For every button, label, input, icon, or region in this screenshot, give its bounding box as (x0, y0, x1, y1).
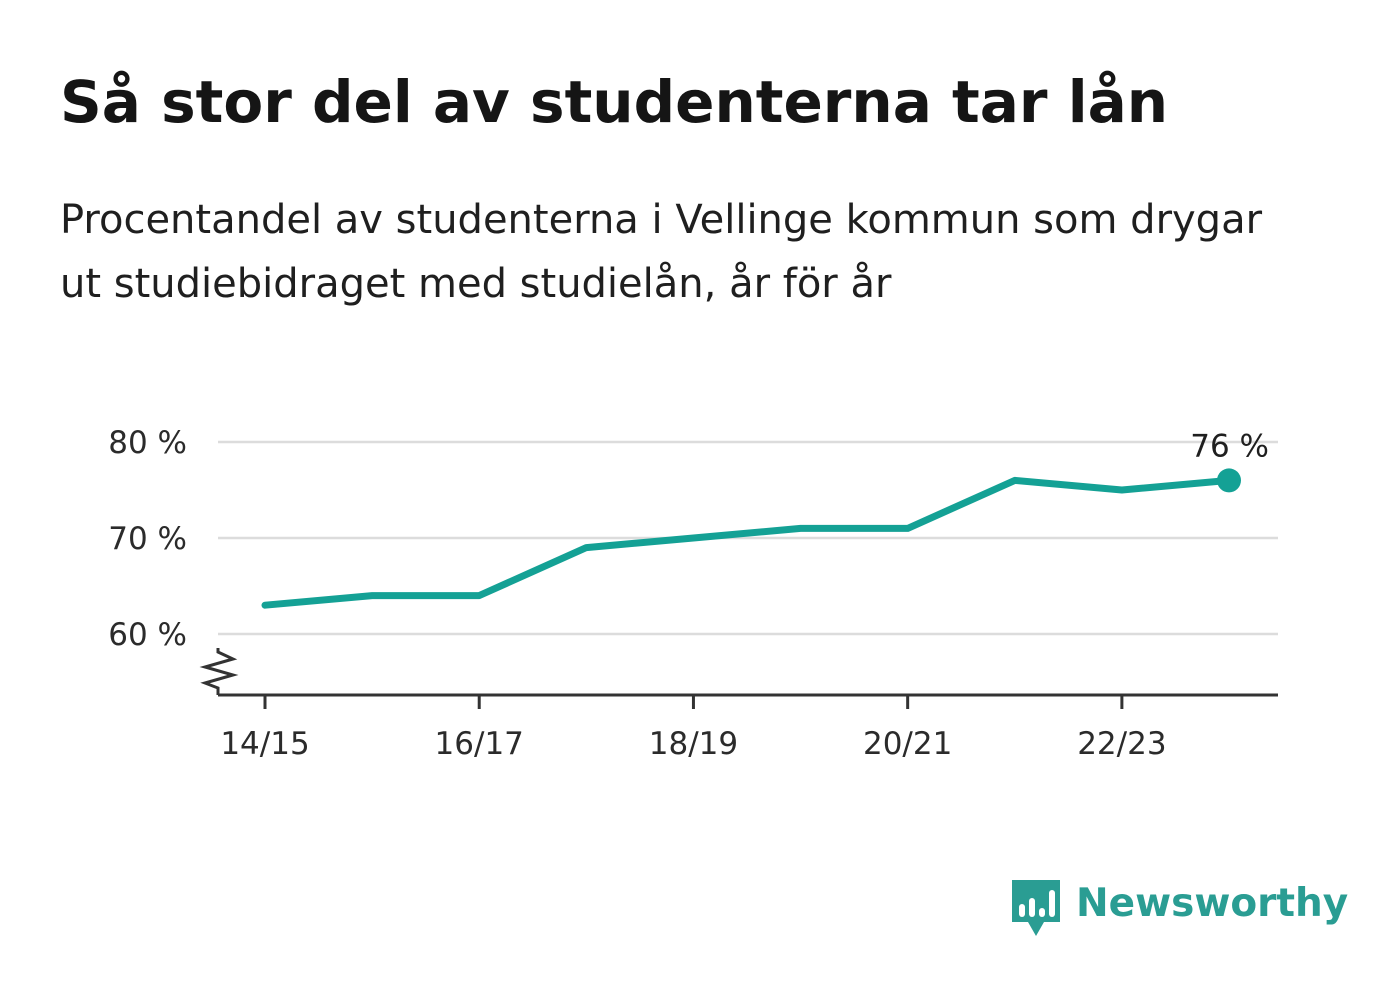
x-tick-label: 16/17 (435, 726, 524, 762)
end-point-marker (1217, 468, 1241, 493)
chart-title: Så stor del av studenterna tar lån (60, 68, 1169, 136)
axis-break (199, 648, 239, 695)
series-line (261, 476, 1233, 609)
y-tick-label: 70 % (108, 521, 187, 557)
series-layer (261, 468, 1241, 609)
gridlines (218, 440, 1278, 636)
chart-subtitle: Procentandel av studenterna i Vellinge k… (60, 197, 1263, 307)
brand-name: Newsworthy (1076, 881, 1349, 926)
y-tick-label: 80 % (108, 425, 187, 461)
labels-layer: 60 % 70 % 80 % 14/15 16/17 18/19 20/21 22/23 76 … (108, 425, 1269, 762)
x-tick-label: 20/21 (863, 726, 952, 762)
newsworthy-logo-icon (1012, 880, 1060, 936)
x-tick-label: 22/23 (1077, 726, 1166, 762)
x-tick-label: 18/19 (649, 726, 738, 762)
x-tick-label: 14/15 (220, 726, 309, 762)
x-axis (199, 648, 1278, 709)
y-tick-label: 60 % (108, 617, 187, 653)
end-value-label: 76 % (1190, 428, 1269, 464)
brand-logo: Newsworthy (1010, 878, 1348, 940)
